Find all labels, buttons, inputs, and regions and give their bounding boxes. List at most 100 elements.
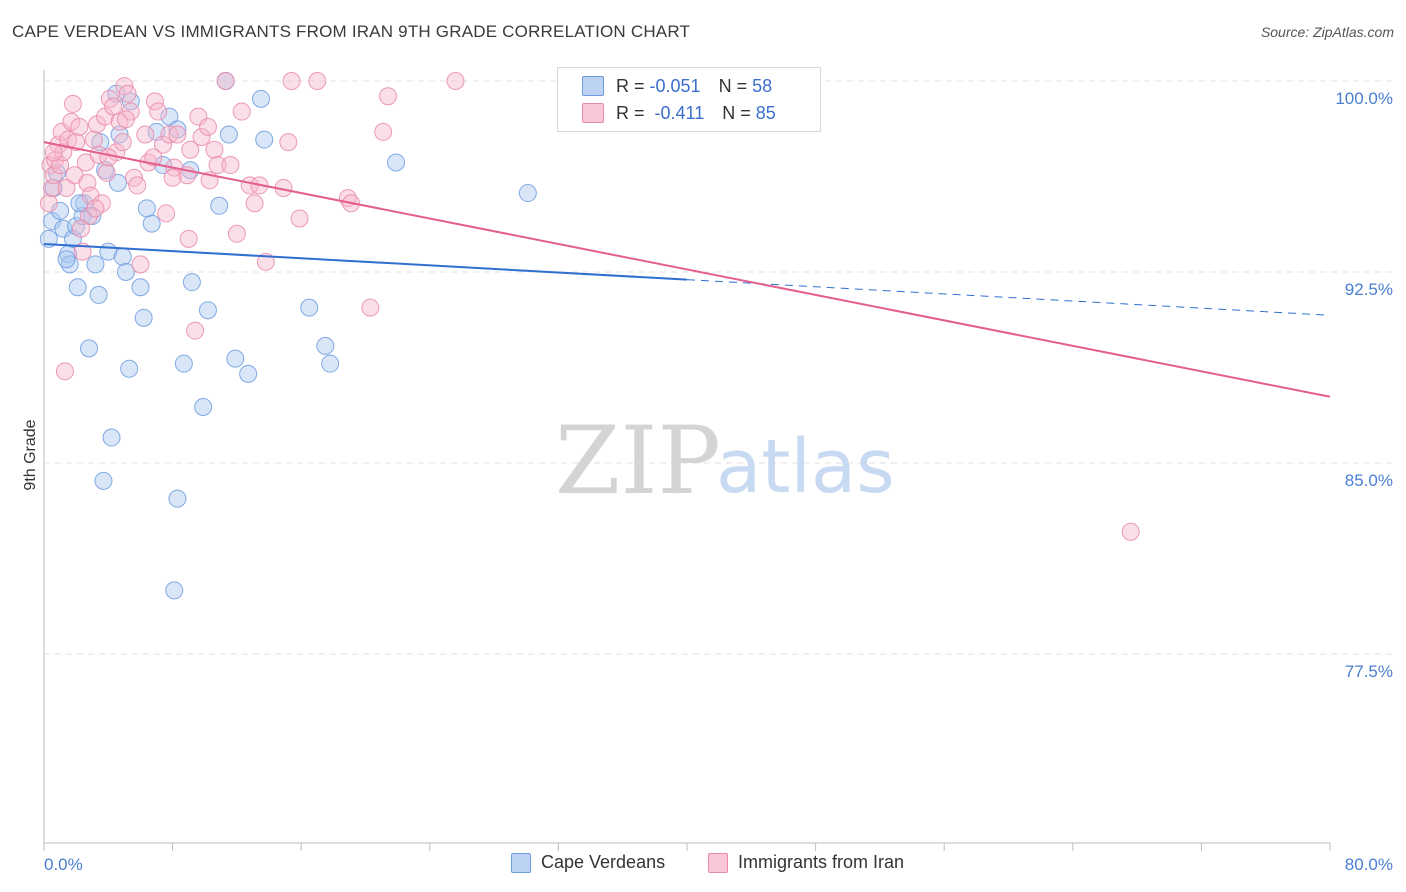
bottom-legend-label-blue: Cape Verdeans bbox=[541, 852, 666, 872]
point-iran bbox=[67, 133, 86, 152]
point-cape-verdean bbox=[113, 247, 132, 266]
bottom-swatch-pink bbox=[708, 852, 728, 873]
point-iran bbox=[131, 255, 150, 274]
point-iran bbox=[80, 206, 99, 225]
point-iran bbox=[179, 229, 198, 248]
point-iran bbox=[279, 133, 298, 152]
point-cape-verdean bbox=[165, 581, 184, 600]
point-cape-verdean bbox=[142, 214, 161, 233]
point-iran bbox=[308, 72, 327, 90]
point-iran bbox=[181, 140, 200, 159]
x-tick-label-max: 80.0% bbox=[1345, 855, 1393, 874]
point-cape-verdean bbox=[102, 428, 121, 447]
point-cape-verdean bbox=[198, 301, 217, 320]
point-iran bbox=[163, 168, 182, 187]
legend-r-value-pink: -0.411 bbox=[654, 102, 705, 123]
x-tick-labels: 0.0% 80.0% bbox=[44, 855, 1393, 874]
point-cape-verdean bbox=[120, 359, 139, 378]
legend-n-value-blue: 58 bbox=[752, 75, 773, 96]
point-cape-verdean bbox=[86, 255, 105, 274]
point-cape-verdean bbox=[219, 125, 238, 144]
point-iran bbox=[145, 92, 164, 111]
point-iran bbox=[149, 102, 168, 121]
point-cape-verdean bbox=[194, 397, 213, 416]
point-cape-verdean bbox=[68, 278, 87, 297]
bottom-legend-pink: Immigrants from Iran bbox=[708, 852, 904, 873]
trend-line-cape-verdean-projection bbox=[686, 279, 1331, 316]
legend-r-label: R = bbox=[616, 102, 645, 123]
legend-swatch-pink bbox=[582, 103, 604, 123]
point-iran bbox=[104, 97, 123, 116]
point-cape-verdean bbox=[57, 250, 76, 269]
axes bbox=[43, 70, 1331, 851]
y-tick-labels: 77.5% 85.0% 92.5% 100.0% bbox=[1335, 89, 1393, 681]
point-iran bbox=[256, 252, 275, 271]
point-cape-verdean bbox=[137, 199, 156, 218]
watermark-atlas: atlas bbox=[716, 424, 895, 510]
legend-swatch-blue bbox=[582, 76, 604, 96]
x-tick-label-min: 0.0% bbox=[44, 855, 83, 874]
point-iran bbox=[1121, 522, 1140, 541]
point-iran bbox=[63, 94, 82, 113]
point-cape-verdean bbox=[518, 184, 537, 203]
point-iran bbox=[73, 242, 92, 261]
point-iran bbox=[113, 133, 132, 152]
point-cape-verdean bbox=[182, 273, 201, 292]
point-iran bbox=[86, 199, 105, 218]
point-iran bbox=[153, 135, 172, 154]
stats-legend: R = -0.051 N = 58 R = -0.411 N = 85 bbox=[557, 67, 821, 132]
point-iran bbox=[84, 130, 103, 149]
point-iran bbox=[216, 72, 235, 90]
watermark-zip: ZIP bbox=[555, 407, 721, 516]
point-cape-verdean bbox=[300, 298, 319, 317]
point-iran bbox=[157, 204, 176, 223]
point-iran bbox=[116, 110, 135, 129]
point-iran bbox=[446, 72, 465, 90]
point-cape-verdean bbox=[252, 89, 271, 108]
point-cape-verdean bbox=[316, 336, 335, 355]
point-iran bbox=[55, 362, 74, 381]
point-iran bbox=[97, 163, 116, 182]
point-cape-verdean bbox=[134, 308, 153, 327]
point-cape-verdean bbox=[321, 354, 340, 373]
point-iran bbox=[361, 298, 380, 317]
bottom-swatch-blue bbox=[511, 852, 531, 873]
legend-n-label: N = bbox=[722, 102, 751, 123]
y-tick-label: 100.0% bbox=[1335, 89, 1393, 108]
point-cape-verdean bbox=[108, 173, 127, 192]
point-iran bbox=[192, 128, 211, 147]
y-tick-label: 92.5% bbox=[1345, 280, 1393, 299]
point-cape-verdean bbox=[255, 130, 274, 149]
point-iran bbox=[71, 219, 90, 238]
legend-row-pink: R = -0.411 N = 85 bbox=[582, 101, 776, 125]
point-iran bbox=[136, 125, 155, 144]
point-iran bbox=[232, 102, 251, 121]
point-cape-verdean bbox=[94, 471, 113, 490]
point-cape-verdean bbox=[174, 354, 193, 373]
point-iran bbox=[99, 148, 118, 167]
y-axis-label: 9th Grade bbox=[22, 419, 39, 490]
point-iran bbox=[227, 224, 246, 243]
point-iran bbox=[245, 194, 264, 213]
point-cape-verdean bbox=[168, 489, 187, 508]
point-cape-verdean bbox=[239, 364, 258, 383]
point-iran bbox=[379, 87, 398, 106]
point-iran bbox=[44, 143, 63, 162]
point-iran bbox=[186, 321, 205, 340]
point-iran bbox=[208, 156, 227, 175]
point-cape-verdean bbox=[387, 153, 406, 172]
trend-lines bbox=[43, 141, 1331, 398]
point-cape-verdean bbox=[210, 196, 229, 215]
legend-n-label: N = bbox=[718, 75, 748, 96]
trend-line-iran bbox=[43, 141, 1331, 398]
point-iran bbox=[57, 178, 76, 197]
legend-r-label: R = bbox=[616, 75, 645, 96]
bottom-legend-label-pink: Immigrants from Iran bbox=[738, 852, 905, 872]
point-cape-verdean bbox=[80, 339, 99, 358]
point-iran bbox=[168, 125, 187, 144]
point-cape-verdean bbox=[131, 278, 150, 297]
point-cape-verdean bbox=[116, 263, 135, 281]
point-iran bbox=[198, 117, 217, 136]
y-tick-label: 85.0% bbox=[1345, 471, 1393, 490]
point-iran bbox=[290, 209, 309, 228]
